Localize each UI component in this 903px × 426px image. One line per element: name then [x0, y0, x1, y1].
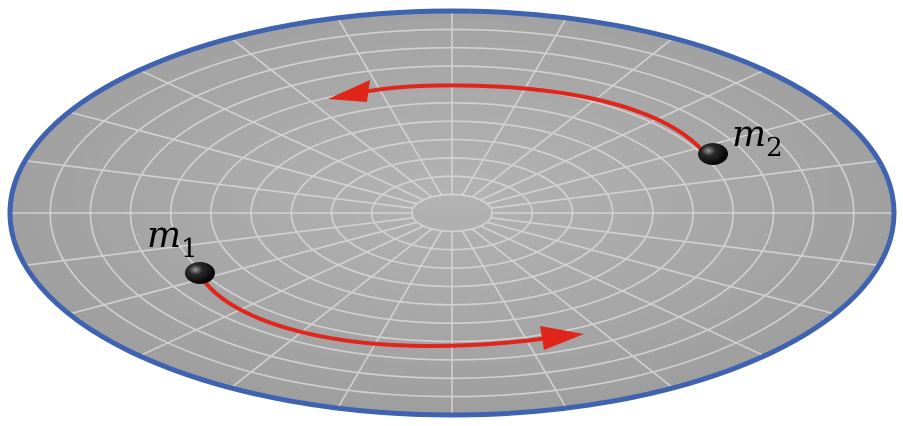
grid-spoke — [471, 37, 674, 198]
grid-spoke — [486, 111, 836, 205]
mass-2-ball — [698, 143, 728, 165]
polar-grid — [10, 11, 894, 415]
grid-spoke — [486, 221, 836, 315]
grid-spoke — [230, 37, 433, 198]
grid-spoke — [336, 17, 443, 196]
mass-1: m1 — [147, 215, 215, 284]
grid-spoke — [139, 69, 424, 201]
grid-spoke — [139, 225, 424, 357]
mass-2: m2 — [698, 114, 783, 165]
grid-spoke — [25, 159, 414, 209]
grid-spoke — [336, 230, 443, 409]
grid-spoke — [68, 221, 418, 315]
grid-spoke — [461, 230, 568, 409]
upper-arrow-head — [328, 80, 370, 102]
disk-rim — [7, 8, 897, 418]
upper-arrow-path — [350, 83, 704, 152]
grid-spoke — [25, 217, 414, 267]
grid-spoke — [490, 159, 879, 209]
mass-1-label: m1 — [147, 215, 198, 264]
lower-arrow-path — [203, 280, 550, 349]
grid-spoke — [230, 228, 433, 389]
lower-motion-arrow — [203, 280, 584, 350]
grid-spoke — [471, 228, 674, 389]
mass-2-label: m2 — [732, 114, 783, 163]
grid-spoke — [480, 69, 765, 201]
upper-motion-arrow — [328, 80, 704, 152]
grid-spoke — [461, 17, 568, 196]
grid-spoke — [68, 111, 418, 205]
mass-1-ball — [185, 262, 215, 284]
grid-spoke — [490, 217, 879, 267]
grid-spoke — [480, 225, 765, 357]
lower-arrow-head — [540, 326, 584, 350]
